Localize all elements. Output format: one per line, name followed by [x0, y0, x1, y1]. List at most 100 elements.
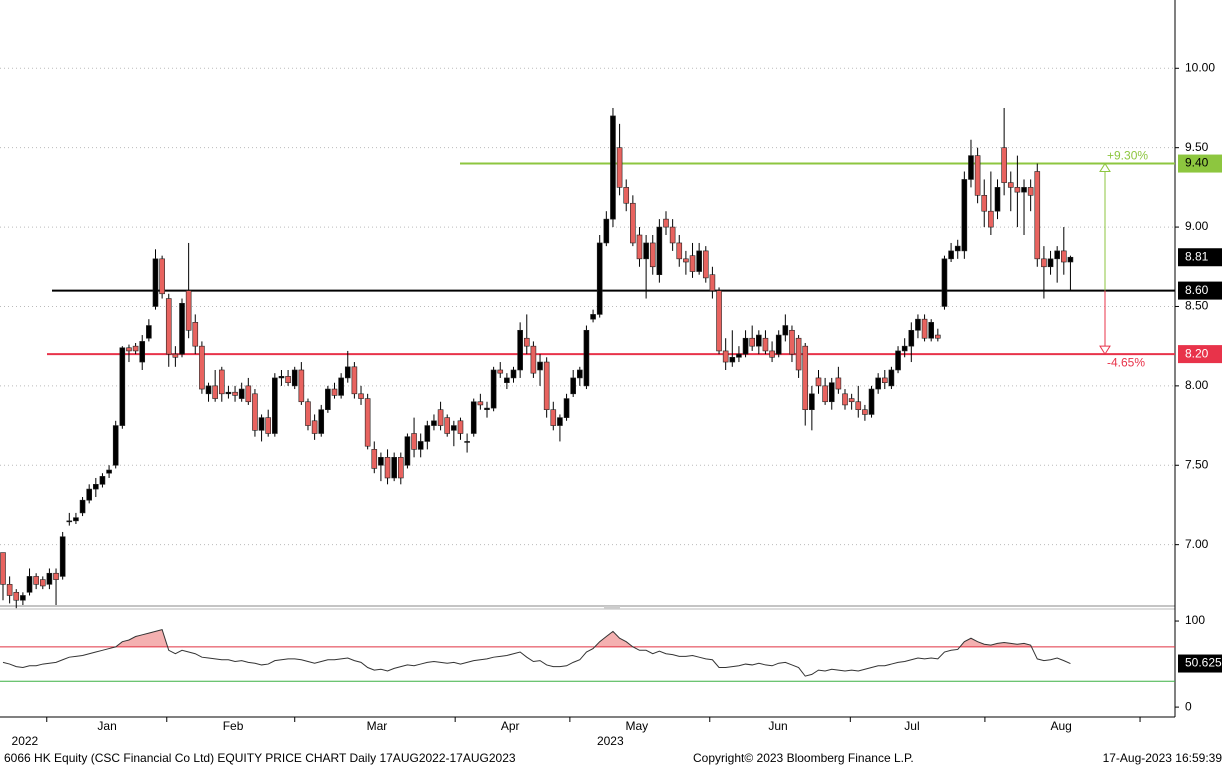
candle-body: [1054, 250, 1060, 260]
candle-body: [1034, 171, 1041, 260]
candle-body: [908, 329, 915, 347]
candle-body: [199, 345, 205, 390]
candle-body: [643, 242, 649, 260]
candle-body: [981, 195, 988, 212]
y-tick-label: 100: [1185, 613, 1205, 627]
candle-body: [862, 409, 868, 415]
candle-body: [915, 318, 921, 331]
y-tick-label: 8.50: [1185, 299, 1209, 313]
candle-body: [782, 325, 789, 336]
candle-body: [344, 366, 351, 379]
price-tag: [1178, 248, 1222, 267]
candle-body: [99, 476, 106, 485]
candle-body: [968, 155, 974, 180]
candle-body: [119, 347, 126, 426]
candle-body: [1014, 187, 1021, 193]
candle-body: [550, 409, 557, 426]
candle-body: [325, 388, 331, 410]
candle-body: [504, 377, 510, 383]
candle-body: [630, 202, 636, 244]
candle-body: [669, 226, 676, 244]
candle-body: [212, 385, 218, 399]
candle-body: [391, 457, 397, 479]
candle-body: [848, 398, 855, 403]
candle-body: [1001, 147, 1007, 183]
candle-body: [842, 393, 848, 406]
candle-body: [431, 420, 437, 426]
candle-body: [179, 302, 185, 355]
candle-body: [146, 325, 152, 339]
candle-body: [828, 382, 835, 403]
arrow-head: [1099, 162, 1111, 173]
y-tick-label: 10.00: [1185, 60, 1215, 74]
candle-body: [623, 187, 630, 204]
candle-body: [298, 369, 305, 403]
candle-body: [537, 361, 543, 371]
candle-body: [225, 391, 232, 395]
candle-body: [484, 407, 490, 410]
price-tag-label: 9.40: [1185, 156, 1209, 170]
candle-body: [1061, 250, 1067, 263]
price-tag: [1178, 345, 1222, 364]
candle-body: [424, 425, 431, 442]
candle-body: [994, 187, 1001, 212]
candle-body: [53, 572, 59, 580]
candle-body: [888, 369, 895, 387]
candle-body: [437, 409, 444, 426]
candle-body: [1041, 258, 1047, 268]
candle-body: [238, 388, 245, 399]
x-tick-label: Jun: [768, 719, 787, 733]
candle-body: [126, 347, 132, 352]
y-tick-label: 0: [1185, 699, 1192, 713]
candle-body: [543, 361, 550, 410]
candle-body: [371, 449, 378, 469]
candle-body: [901, 345, 908, 352]
candle-body: [33, 576, 39, 585]
candle-body: [305, 401, 311, 426]
candle-body: [822, 385, 828, 403]
candle-body: [895, 350, 901, 371]
candle-body: [702, 250, 709, 279]
candle-body: [311, 420, 318, 434]
candle-body: [729, 356, 736, 363]
candle-body: [875, 377, 881, 390]
candle-body: [935, 334, 941, 339]
candle-body: [663, 218, 669, 228]
candle-body: [404, 436, 411, 466]
x-tick-label: Jan: [97, 719, 116, 733]
candle-body: [517, 329, 523, 371]
candle-body: [26, 576, 33, 593]
x-tick-label: Apr: [501, 719, 520, 733]
candle-body: [66, 520, 73, 523]
candles: [0, 107, 1074, 609]
candle-body: [1067, 256, 1074, 263]
candle-body: [961, 179, 968, 252]
candle-body: [656, 226, 663, 276]
candle-body: [577, 369, 583, 379]
candle-body: [165, 298, 172, 355]
candle-body: [756, 334, 762, 347]
candle-body: [510, 369, 517, 379]
level-change: +9.30%: [1107, 149, 1148, 163]
candle-body: [769, 350, 775, 358]
candle-body: [497, 369, 504, 374]
candle-body: [709, 274, 716, 291]
year-label: 2023: [597, 734, 624, 748]
divider-handle[interactable]: [604, 606, 620, 609]
candle-body: [570, 377, 576, 395]
x-tick-label: Feb: [223, 719, 244, 733]
candle-body: [232, 391, 238, 396]
y-tick-label: 7.00: [1185, 537, 1209, 551]
candle-body: [59, 536, 66, 577]
candle-body: [881, 377, 888, 383]
candle-body: [921, 318, 928, 339]
candle-body: [683, 258, 689, 263]
footer-timestamp: 17-Aug-2023 16:59:39: [1103, 751, 1223, 765]
price-tag: [1178, 654, 1222, 673]
candle-body: [742, 337, 749, 355]
candle-body: [616, 147, 623, 188]
candle-body: [86, 488, 92, 501]
candle-body: [152, 258, 159, 307]
candle-body: [384, 457, 391, 479]
candle-body: [444, 417, 451, 434]
